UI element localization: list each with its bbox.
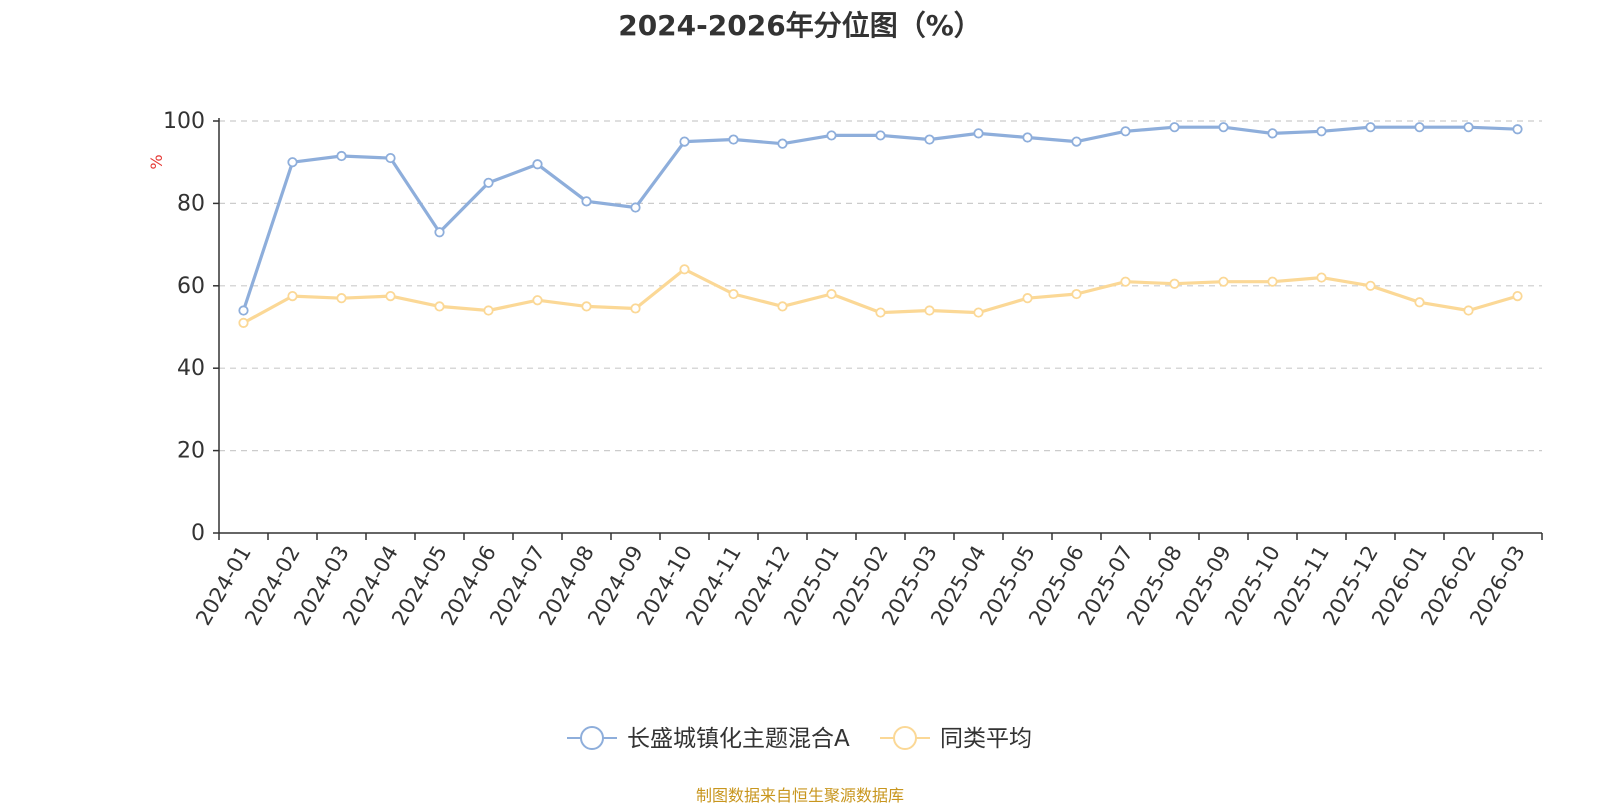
data-point: [532, 295, 543, 306]
data-point: [1267, 128, 1278, 139]
y-tick-label: 0: [191, 521, 205, 546]
data-point: [1120, 276, 1131, 287]
data-point: [1071, 136, 1082, 147]
data-point: [1169, 278, 1180, 289]
data-point: [1414, 297, 1425, 308]
data-point: [532, 159, 543, 170]
data-point: [826, 288, 837, 300]
series-line: [241, 125, 1518, 312]
data-point: [826, 130, 837, 141]
data-point: [1169, 122, 1180, 133]
legend-marker: [580, 726, 604, 750]
data-point: [434, 227, 445, 238]
series-lines: [238, 122, 1523, 328]
data-point: [581, 196, 592, 207]
data-point: [287, 290, 298, 302]
data-point: [1316, 272, 1327, 283]
data-point: [1365, 122, 1376, 133]
data-point: [1218, 122, 1229, 133]
legend-marker: [893, 726, 917, 750]
y-tick-label: 60: [177, 274, 205, 299]
y-tick-label: 80: [177, 191, 205, 216]
data-point: [1120, 126, 1131, 137]
data-point: [336, 150, 347, 162]
legend-label: 同类平均: [940, 726, 1032, 752]
data-point: [679, 264, 690, 275]
chart-title: 2024-2026年分位图（%）: [618, 9, 982, 42]
data-point: [1267, 276, 1278, 287]
data-point: [385, 290, 396, 302]
legend-label: 长盛城镇化主题混合A: [627, 726, 850, 752]
y-tick-label: 40: [177, 356, 205, 381]
y-tick-label: 20: [177, 439, 205, 464]
data-point: [336, 293, 347, 304]
data-point: [1022, 132, 1033, 143]
data-point: [1365, 280, 1376, 291]
data-point: [1512, 124, 1523, 135]
data-point: [1316, 126, 1327, 137]
data-point: [1414, 122, 1425, 133]
data-point: [483, 177, 494, 188]
y-axis-label: %: [147, 154, 166, 169]
legend: 长盛城镇化主题混合A 同类平均: [567, 726, 1032, 752]
data-point: [1463, 122, 1474, 133]
data-point: [924, 305, 935, 316]
data-point: [728, 134, 739, 145]
data-point: [630, 202, 641, 213]
data-source-note: 制图数据来自恒生聚源数据库: [695, 786, 904, 805]
y-tick-label: 100: [163, 109, 205, 134]
grid-lines: [219, 120, 1542, 452]
data-point: [434, 301, 445, 312]
data-point: [1022, 293, 1033, 304]
data-point: [924, 134, 935, 145]
data-point: [1218, 276, 1229, 287]
data-point: [238, 305, 249, 316]
data-point: [1071, 288, 1082, 300]
data-point: [875, 307, 886, 318]
data-point: [777, 301, 788, 312]
data-point: [385, 152, 396, 164]
data-point: [238, 317, 249, 328]
data-point: [679, 136, 690, 147]
data-point: [483, 305, 494, 316]
axes: 020406080100%2024-012024-022024-032024-0…: [147, 109, 1543, 629]
data-point: [728, 288, 739, 300]
data-point: [973, 307, 984, 318]
data-point: [287, 157, 298, 168]
data-point: [973, 128, 984, 139]
data-point: [777, 138, 788, 149]
data-point: [1512, 290, 1523, 302]
data-point: [630, 303, 641, 314]
data-point: [1463, 305, 1474, 316]
data-point: [581, 301, 592, 312]
data-point: [875, 130, 886, 141]
